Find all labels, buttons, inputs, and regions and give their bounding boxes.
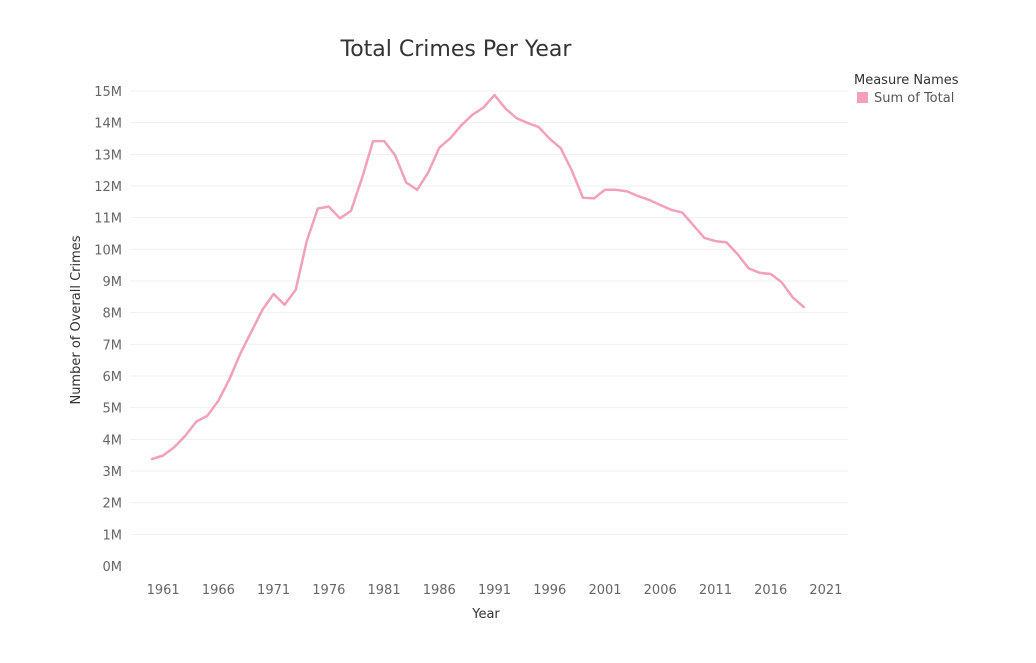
y-tick-label: 12M xyxy=(94,180,122,195)
legend: Measure Names Sum of Total xyxy=(854,73,959,106)
x-axis-title: Year xyxy=(471,607,500,622)
y-tick-label: 3M xyxy=(103,465,123,480)
series-line-sum-of-total[interactable] xyxy=(150,93,806,461)
y-tick-label: 8M xyxy=(103,307,123,322)
x-tick-label: 1961 xyxy=(147,583,180,598)
legend-label[interactable]: Sum of Total xyxy=(874,91,954,106)
y-tick-label: 10M xyxy=(94,243,122,258)
x-tick-label: 1976 xyxy=(312,583,345,598)
y-tick-label: 5M xyxy=(103,402,123,417)
gridlines xyxy=(130,90,848,535)
legend-swatch xyxy=(857,92,868,103)
series-layer xyxy=(150,93,806,461)
x-tick-label: 2006 xyxy=(644,583,677,598)
y-tick-label: 6M xyxy=(103,370,123,385)
y-axis-ticks: 0M 1M 2M 3M 4M 5M 6M 7M 8M 9M 10M 11M 12M 13M 14M 15M xyxy=(94,85,122,575)
y-tick-label: 4M xyxy=(103,433,123,448)
x-tick-label: 2001 xyxy=(588,583,621,598)
x-tick-label: 2011 xyxy=(699,583,732,598)
x-tick-label: 1981 xyxy=(368,583,401,598)
x-tick-label: 1971 xyxy=(257,583,290,598)
y-tick-label: 9M xyxy=(103,275,123,290)
legend-title: Measure Names xyxy=(854,73,959,88)
y-axis-title: Number of Overall Crimes xyxy=(69,235,84,404)
x-tick-label: 2016 xyxy=(754,583,787,598)
y-tick-label: 1M xyxy=(103,528,123,543)
x-tick-label: 1986 xyxy=(423,583,456,598)
y-tick-label: 14M xyxy=(94,117,122,132)
y-tick-label: 13M xyxy=(94,148,122,163)
x-tick-label: 2021 xyxy=(809,583,842,598)
x-tick-label: 1966 xyxy=(202,583,235,598)
x-tick-label: 1991 xyxy=(478,583,511,598)
y-tick-label: 0M xyxy=(103,560,123,575)
chart-title: Total Crimes Per Year xyxy=(340,37,573,62)
y-tick-label: 7M xyxy=(103,338,123,353)
x-axis-ticks: 1961 1966 1971 1976 1981 1986 1991 1996 2001 2006… xyxy=(147,583,843,598)
y-tick-label: 15M xyxy=(94,85,122,100)
y-tick-label: 2M xyxy=(103,497,123,512)
y-tick-label: 11M xyxy=(94,212,122,227)
x-tick-label: 1996 xyxy=(533,583,566,598)
